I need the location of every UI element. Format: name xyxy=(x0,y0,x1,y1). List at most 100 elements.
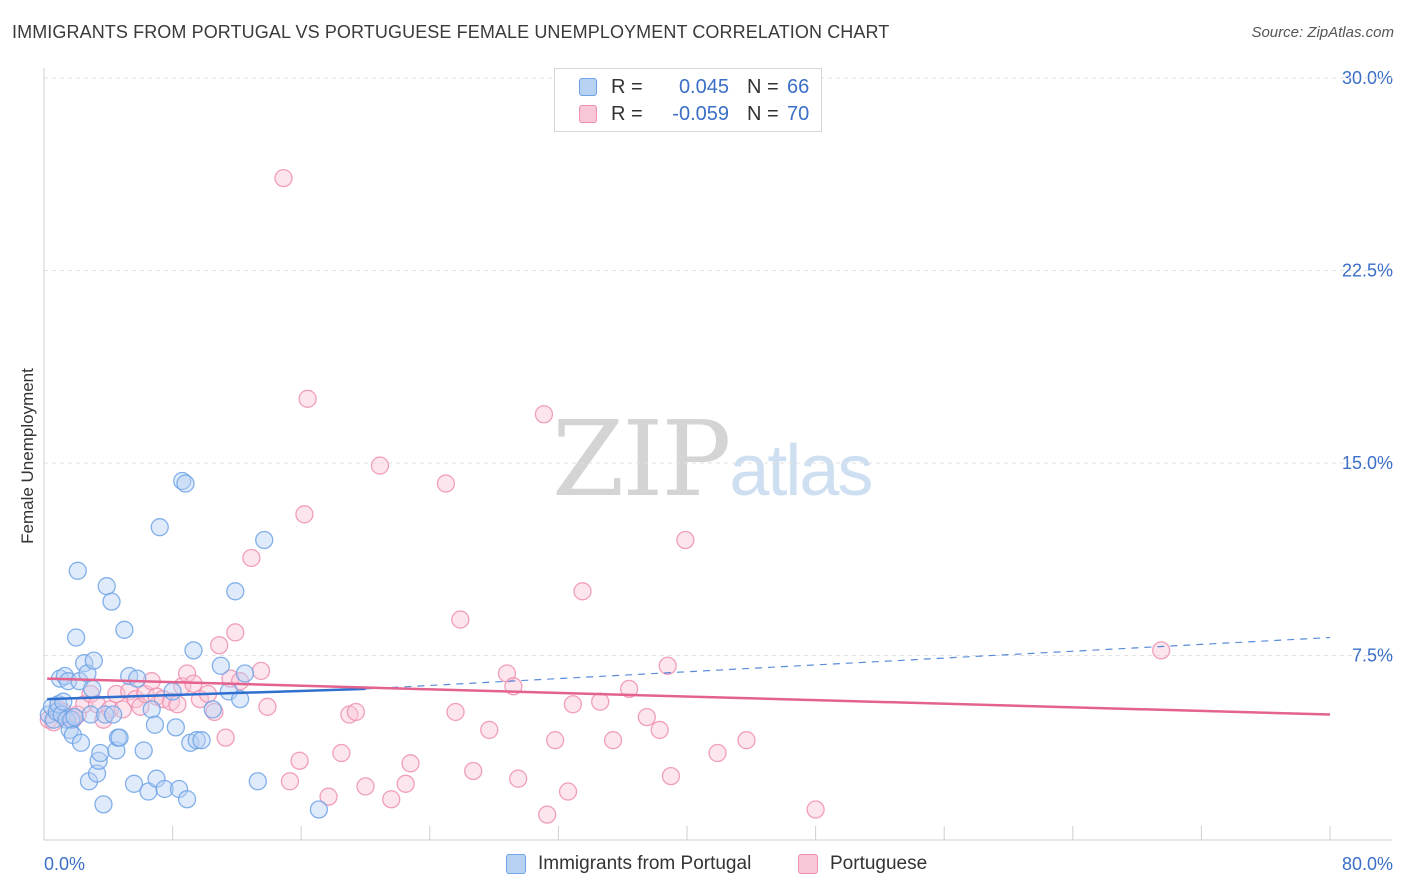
immigrants-point xyxy=(173,471,192,491)
r-label: R = xyxy=(611,75,643,98)
portuguese-point xyxy=(661,766,681,786)
immigrants-point xyxy=(91,743,110,763)
portuguese-point xyxy=(650,720,669,740)
immigrants-point xyxy=(68,561,87,580)
immigrants-point xyxy=(103,705,123,724)
watermark-zip: ZIP xyxy=(552,398,731,520)
legend-item-portuguese: Portuguese xyxy=(798,852,927,876)
portuguese-point xyxy=(603,731,623,750)
immigrants-point xyxy=(145,715,165,734)
legend-item-immigrants: Immigrants from Portugal xyxy=(506,852,751,876)
immigrants-point xyxy=(65,707,84,727)
immigrants-point xyxy=(235,664,255,683)
x-tick-label-max: 80.0% xyxy=(1342,854,1393,874)
immigrants-point xyxy=(83,679,102,699)
immigrants-point xyxy=(177,790,197,809)
r-label: R = xyxy=(611,102,643,125)
immigrants-point xyxy=(124,774,144,793)
immigrants-point xyxy=(54,692,73,711)
portuguese-point xyxy=(537,805,557,824)
portuguese-point xyxy=(546,731,565,750)
immigrants-point xyxy=(248,772,267,791)
portuguese-point xyxy=(396,774,415,793)
portuguese-point xyxy=(251,661,271,681)
portuguese-point xyxy=(258,697,277,716)
portuguese-point xyxy=(436,474,456,493)
legend-row-immigrants: R = 0.045 N = 66 xyxy=(579,75,809,99)
immigrants-point xyxy=(192,731,211,750)
portuguese-point xyxy=(658,656,677,675)
portuguese-point xyxy=(573,582,592,601)
immigrants-point xyxy=(203,700,222,719)
portuguese-point xyxy=(295,505,314,524)
portuguese-point xyxy=(737,731,756,750)
immigrants-point xyxy=(94,795,113,814)
portuguese-point xyxy=(370,456,390,475)
portuguese-point xyxy=(113,700,132,719)
immigrants-trend-line xyxy=(47,687,366,701)
portuguese-point xyxy=(290,751,309,770)
n-label: N = xyxy=(747,75,779,98)
portuguese-point xyxy=(591,692,610,711)
immigrants-point xyxy=(176,474,195,493)
portuguese-point xyxy=(242,548,261,568)
portuguese-point xyxy=(637,707,656,727)
immigrants-point xyxy=(110,728,129,747)
portuguese-point xyxy=(619,679,639,699)
blue-swatch xyxy=(579,78,597,96)
portuguese-point xyxy=(464,761,483,781)
portuguese-point xyxy=(563,695,583,714)
portuguese-point xyxy=(806,800,825,819)
r-value: 0.045 xyxy=(678,75,729,98)
portuguese-point xyxy=(401,754,420,773)
immigrants-point xyxy=(71,733,91,752)
correlation-legend: R = 0.045 N = 66 R = -0.059 N = 70 xyxy=(554,68,822,132)
portuguese-point xyxy=(356,777,375,796)
immigrants-point xyxy=(142,700,161,719)
portuguese-point xyxy=(210,636,229,655)
immigrants-point xyxy=(226,582,245,601)
portuguese-point xyxy=(451,610,470,629)
portuguese-point xyxy=(226,623,245,642)
n-label: N = xyxy=(747,102,779,125)
blue-legend-swatch xyxy=(506,854,526,874)
y-tick-label: 7.5% xyxy=(1352,646,1393,666)
n-value: 70 xyxy=(787,102,810,125)
portuguese-point xyxy=(382,790,401,809)
pink-legend-swatch xyxy=(798,854,818,874)
immigrants-point xyxy=(187,731,206,750)
legend-row-portuguese: R = -0.059 N = 70 xyxy=(579,102,809,126)
portuguese-point xyxy=(274,168,293,188)
immigrants-point xyxy=(150,518,169,537)
immigrants-point xyxy=(134,741,153,760)
portuguese-point xyxy=(319,787,338,806)
legend-label-portuguese: Portuguese xyxy=(830,853,928,874)
immigrants-point xyxy=(166,718,185,737)
n-value: 66 xyxy=(787,75,810,98)
portuguese-point xyxy=(298,389,317,408)
portuguese-point xyxy=(509,769,528,788)
portuguese-point xyxy=(1152,641,1171,660)
y-tick-label: 15.0% xyxy=(1342,453,1393,473)
immigrants-point xyxy=(81,705,100,724)
immigrants-point xyxy=(230,689,250,709)
portuguese-point xyxy=(332,743,351,763)
x-tick-label-min: 0.0% xyxy=(44,854,85,874)
immigrants-point xyxy=(62,710,81,729)
immigrants-point xyxy=(184,641,203,660)
portuguese-point xyxy=(346,702,366,722)
y-tick-label: 22.5% xyxy=(1342,261,1393,281)
portuguese-point xyxy=(534,405,554,424)
source-label: Source: ZipAtlas.com xyxy=(1251,24,1394,41)
immigrants-point xyxy=(155,779,174,799)
immigrants-point xyxy=(309,800,329,819)
watermark: ZIPatlas xyxy=(552,398,873,520)
portuguese-point xyxy=(708,743,727,763)
portuguese-trend-line xyxy=(47,677,1331,716)
portuguese-point xyxy=(75,695,94,714)
r-value: -0.059 xyxy=(672,102,729,125)
portuguese-point xyxy=(280,772,300,791)
watermark-atlas: atlas xyxy=(729,431,873,511)
immigrants-point xyxy=(211,656,230,675)
chart-title: IMMIGRANTS FROM PORTUGAL VS PORTUGUESE F… xyxy=(12,22,890,42)
